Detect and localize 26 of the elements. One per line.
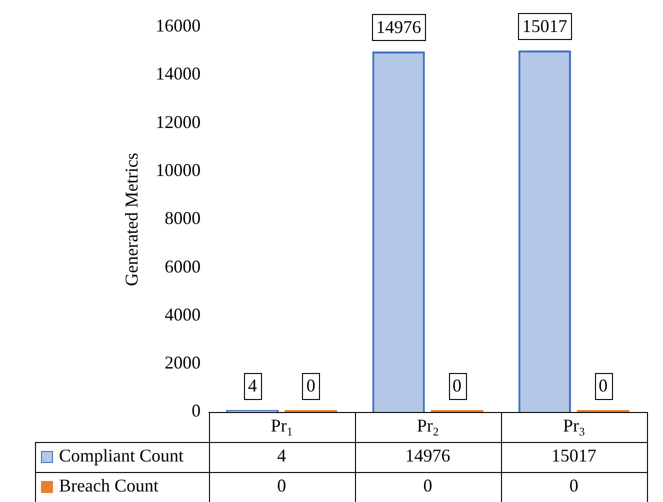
annotation: 0 [452,376,462,396]
y-tick-label: 4000 [164,304,201,324]
bar [372,51,425,412]
y-axis-title: Generated Metrics [122,152,142,286]
annotation: 4 [248,376,257,396]
data-label: 0 [423,476,432,496]
legend-label: Breach Count [59,476,158,496]
data-label: 0 [569,476,578,496]
annotation: 15017 [522,16,568,36]
y-tick-label: 12000 [156,112,201,132]
bar [518,50,572,412]
data-label: 0 [277,476,286,496]
y-tick-label: 10000 [156,160,201,180]
y-tick-label: 14000 [156,64,201,84]
y-tick-label: 8000 [164,208,201,228]
annotation: 0 [306,376,316,396]
y-tick-label: 6000 [164,256,201,276]
annotation: 14976 [376,17,422,38]
annotation: 0 [598,376,608,396]
y-tick-label: 16000 [156,16,201,36]
y-tick-label: 0 [192,400,201,421]
legend-label: Compliant Count [59,446,184,466]
data-label: 14976 [405,446,450,466]
data-label: 15017 [551,446,596,466]
y-tick-label: 2000 [164,352,201,373]
data-label: 4 [277,446,286,466]
